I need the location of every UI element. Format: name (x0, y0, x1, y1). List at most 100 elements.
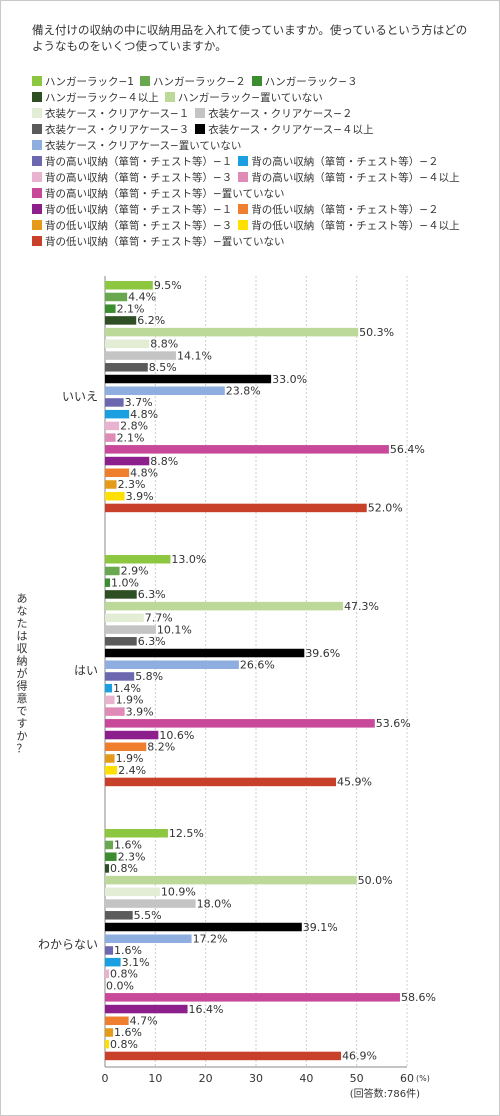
legend-label: 背の低い収納（箪笥・チェスト等）−１ (45, 204, 233, 216)
bar-value-label: 5.8% (135, 670, 163, 683)
bar (105, 578, 111, 587)
bar (105, 695, 115, 705)
bar (105, 742, 147, 752)
bar (105, 957, 121, 967)
bar (105, 601, 344, 611)
legend-label: ハンガーラック−２ (152, 76, 246, 88)
bar-value-label: 8.5% (149, 361, 177, 374)
bar-value-label: 1.6% (114, 839, 142, 852)
question-text: 備え付けの収納の中に収納用品を入れて使っていますか。使っているという方はどのよう… (32, 23, 468, 53)
legend-label: 背の低い収納（箪笥・チェスト等）−４以上 (251, 220, 460, 232)
bar-value-label: 12.5% (169, 827, 204, 840)
legend-swatch (164, 92, 175, 102)
y-axis-title-char: 収 (17, 642, 28, 655)
legend-swatch (238, 220, 249, 230)
legend-swatch (195, 124, 206, 134)
legend-row: 背の高い収納（箪笥・チェスト等）−１ 背の高い収納（箪笥・チェスト等）−２ (32, 154, 472, 170)
bar (105, 503, 367, 513)
y-axis-title-char: す (17, 717, 28, 730)
legend-swatch (32, 108, 42, 118)
legend-item: ハンガーラック−３ (251, 74, 358, 90)
y-axis-title-char: ？ (17, 742, 28, 755)
legend-item: 背の高い収納（箪笥・チェスト等）−置いていない (32, 186, 284, 202)
legend-swatch (238, 156, 249, 166)
y-axis-title-char: は (17, 630, 28, 643)
bar-value-label: 50.3% (359, 326, 394, 339)
legend-item: 背の低い収納（箪笥・チェスト等）−３ (32, 218, 232, 234)
bar (105, 339, 150, 349)
bar (105, 719, 375, 728)
legend-row: ハンガーラック−４以上 ハンガーラック−置いていない (32, 90, 472, 106)
category-label: いいえ (62, 390, 98, 404)
legend-item: 衣装ケース・クリアケース−２ (195, 106, 353, 122)
legend-label: 背の低い収納（箪笥・チェスト等）−３ (45, 220, 233, 232)
bar-value-label: 10.1% (157, 623, 192, 636)
bar-value-label: 18.0% (197, 897, 232, 910)
bar-value-label: 4.8% (130, 467, 158, 480)
bar-value-label: 2.8% (120, 420, 148, 433)
bar-value-label: 2.1% (117, 431, 145, 444)
legend-item: 背の低い収納（箪笥・チェスト等）−１ (32, 202, 232, 218)
legend-row: 背の低い収納（箪笥・チェスト等）−１ 背の低い収納（箪笥・チェスト等）−２ (32, 202, 472, 218)
bar-value-label: 47.3% (344, 600, 379, 613)
legend-swatch (32, 204, 42, 214)
bar (105, 899, 196, 908)
bar (105, 433, 116, 442)
legend-item: ハンガーラック−1 (32, 74, 134, 90)
bar (105, 683, 113, 693)
bar-value-label: 4.8% (130, 408, 158, 421)
bar-value-label: 58.6% (401, 991, 436, 1004)
bar-value-label: 6.3% (138, 588, 166, 601)
legend-row: ハンガーラック−1 ハンガーラック−２ ハンガーラック−３ (32, 74, 472, 90)
legend-swatch (32, 76, 42, 86)
bar (105, 765, 118, 775)
legend-label: 背の高い収納（箪笥・チェスト等）−１ (45, 156, 233, 168)
x-tick-label: 60 (400, 1072, 414, 1085)
bar (105, 875, 357, 885)
legend-item: 衣装ケース・クリアケース−１ (32, 106, 189, 122)
legend-row: 背の高い収納（箪笥・チェスト等）−３ 背の高い収納（箪笥・チェスト等）−４以上 (32, 170, 472, 186)
bar-value-label: 4.7% (130, 1015, 158, 1028)
y-axis-title-char: た (17, 617, 28, 630)
legend-swatch (32, 124, 42, 134)
legend-item: 背の高い収納（箪笥・チェスト等）−１ (32, 154, 232, 170)
bar (105, 852, 117, 861)
bar (105, 946, 114, 955)
bar-value-label: 8.2% (147, 741, 175, 754)
legend-swatch (238, 172, 249, 182)
bar (105, 351, 176, 360)
bar-value-label: 0.8% (110, 1038, 138, 1051)
y-axis-title-char: な (17, 605, 28, 618)
legend-label: 背の高い収納（箪笥・チェスト等）−置いていない (45, 188, 285, 200)
legend-label: 背の高い収納（箪笥・チェスト等）−４以上 (251, 172, 460, 184)
bar-value-label: 8.8% (150, 338, 178, 351)
legend-swatch (32, 140, 42, 150)
bar (105, 1004, 188, 1014)
legend-item: 背の高い収納（箪笥・チェスト等）−４以上 (238, 170, 460, 186)
legend-label: 衣装ケース・クリアケース−３ (45, 124, 190, 136)
bar-value-label: 10.6% (159, 729, 194, 742)
legend-label: 衣装ケース・クリアケース−４以上 (208, 124, 374, 136)
legend-label: ハンガーラック−置いていない (177, 92, 323, 104)
legend-item: 背の低い収納（箪笥・チェスト等）−置いていない (32, 234, 284, 250)
bar (105, 625, 156, 634)
bar (105, 398, 124, 407)
x-tick-label: 20 (199, 1072, 213, 1085)
legend-swatch (32, 156, 42, 166)
bar (105, 480, 117, 489)
legend-row: 背の低い収納（箪笥・チェスト等）−置いていない (32, 234, 472, 250)
bar (105, 730, 159, 740)
legend-swatch (32, 188, 42, 198)
x-tick-label: 10 (148, 1072, 162, 1085)
bar (105, 922, 302, 932)
x-tick-label: 0 (102, 1072, 109, 1085)
legend-row: 背の低い収納（箪笥・チェスト等）−３ 背の低い収納（箪笥・チェスト等）−４以上 (32, 218, 472, 234)
legend-item: 背の低い収納（箪笥・チェスト等）−２ (238, 202, 439, 218)
legend-swatch (139, 76, 150, 86)
bar (105, 660, 239, 669)
y-axis-title-char: 納 (17, 655, 28, 668)
legend-item: 衣装ケース・クリアケース−置いていない (32, 138, 241, 154)
legend-item: 背の高い収納（箪笥・チェスト等）−２ (238, 154, 439, 170)
bar (105, 590, 137, 599)
y-axis-title-char: 得 (17, 680, 28, 693)
